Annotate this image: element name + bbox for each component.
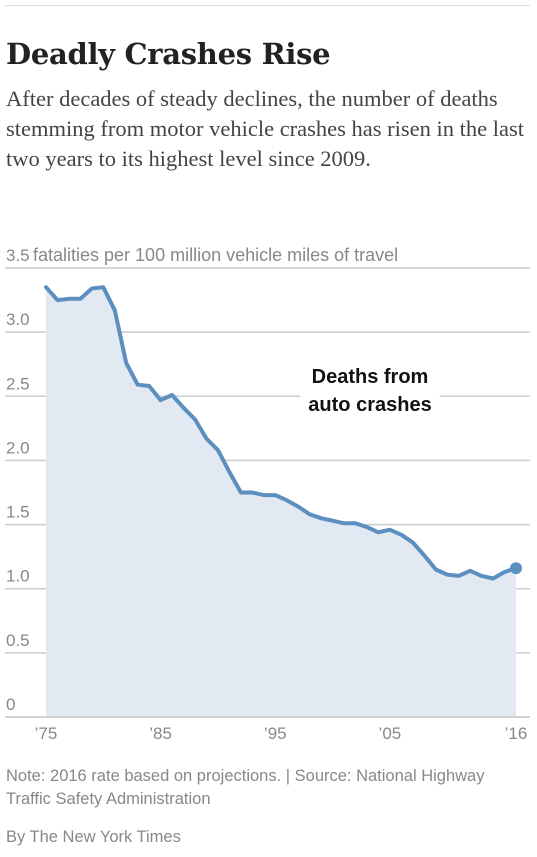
x-tick-label-1: ’85 bbox=[149, 724, 172, 743]
y-axis-label: fatalities per 100 million vehicle miles… bbox=[33, 245, 398, 265]
top-rule bbox=[5, 5, 530, 6]
x-tick-label-2: ’95 bbox=[264, 724, 287, 743]
x-tick-label-3: ’05 bbox=[379, 724, 402, 743]
annotation-bg-0 bbox=[303, 363, 437, 389]
x-tick-label-0: ’75 bbox=[35, 724, 58, 743]
y-tick-label-1: 0.5 bbox=[6, 631, 30, 650]
series-annotation: Deaths from auto crashes bbox=[300, 363, 440, 417]
y-tick-label-6: 3.0 bbox=[6, 310, 30, 329]
y-tick-label-5: 2.5 bbox=[6, 374, 30, 393]
source-note: Note: 2016 rate based on projections. | … bbox=[6, 767, 485, 808]
y-axis-tick-labels: 0 0.5 1.0 1.5 2.0 2.5 3.0 3.5 fatalities per 100… bbox=[6, 245, 398, 714]
x-axis-tick-labels: ’75 ’85 ’95 ’05 ’16 bbox=[35, 724, 528, 743]
annotation-bg-1 bbox=[300, 391, 440, 417]
series-line bbox=[44, 285, 518, 581]
y-tick-label-3: 1.5 bbox=[6, 503, 30, 522]
line-chart: 0 0.5 1.0 1.5 2.0 2.5 3.0 3.5 fatalities per 100… bbox=[5, 245, 530, 743]
byline-credit: By The New York Times bbox=[6, 828, 181, 846]
y-tick-label-2: 1.0 bbox=[6, 567, 30, 586]
chart-title: Deadly Crashes Rise bbox=[6, 37, 331, 71]
annotation-line-1: auto crashes bbox=[308, 394, 431, 416]
chart-subtitle: After decades of steady declines, the nu… bbox=[6, 86, 524, 171]
annotation-line-0: Deaths from bbox=[312, 366, 429, 388]
last-point-marker bbox=[510, 562, 522, 575]
x-tick-label-4: ’16 bbox=[505, 724, 528, 743]
y-tick-label-4: 2.0 bbox=[6, 438, 30, 457]
y-tick-label-0: 0 bbox=[6, 695, 15, 714]
area-fill bbox=[46, 287, 516, 717]
y-tick-label-7: 3.5 bbox=[6, 246, 30, 265]
